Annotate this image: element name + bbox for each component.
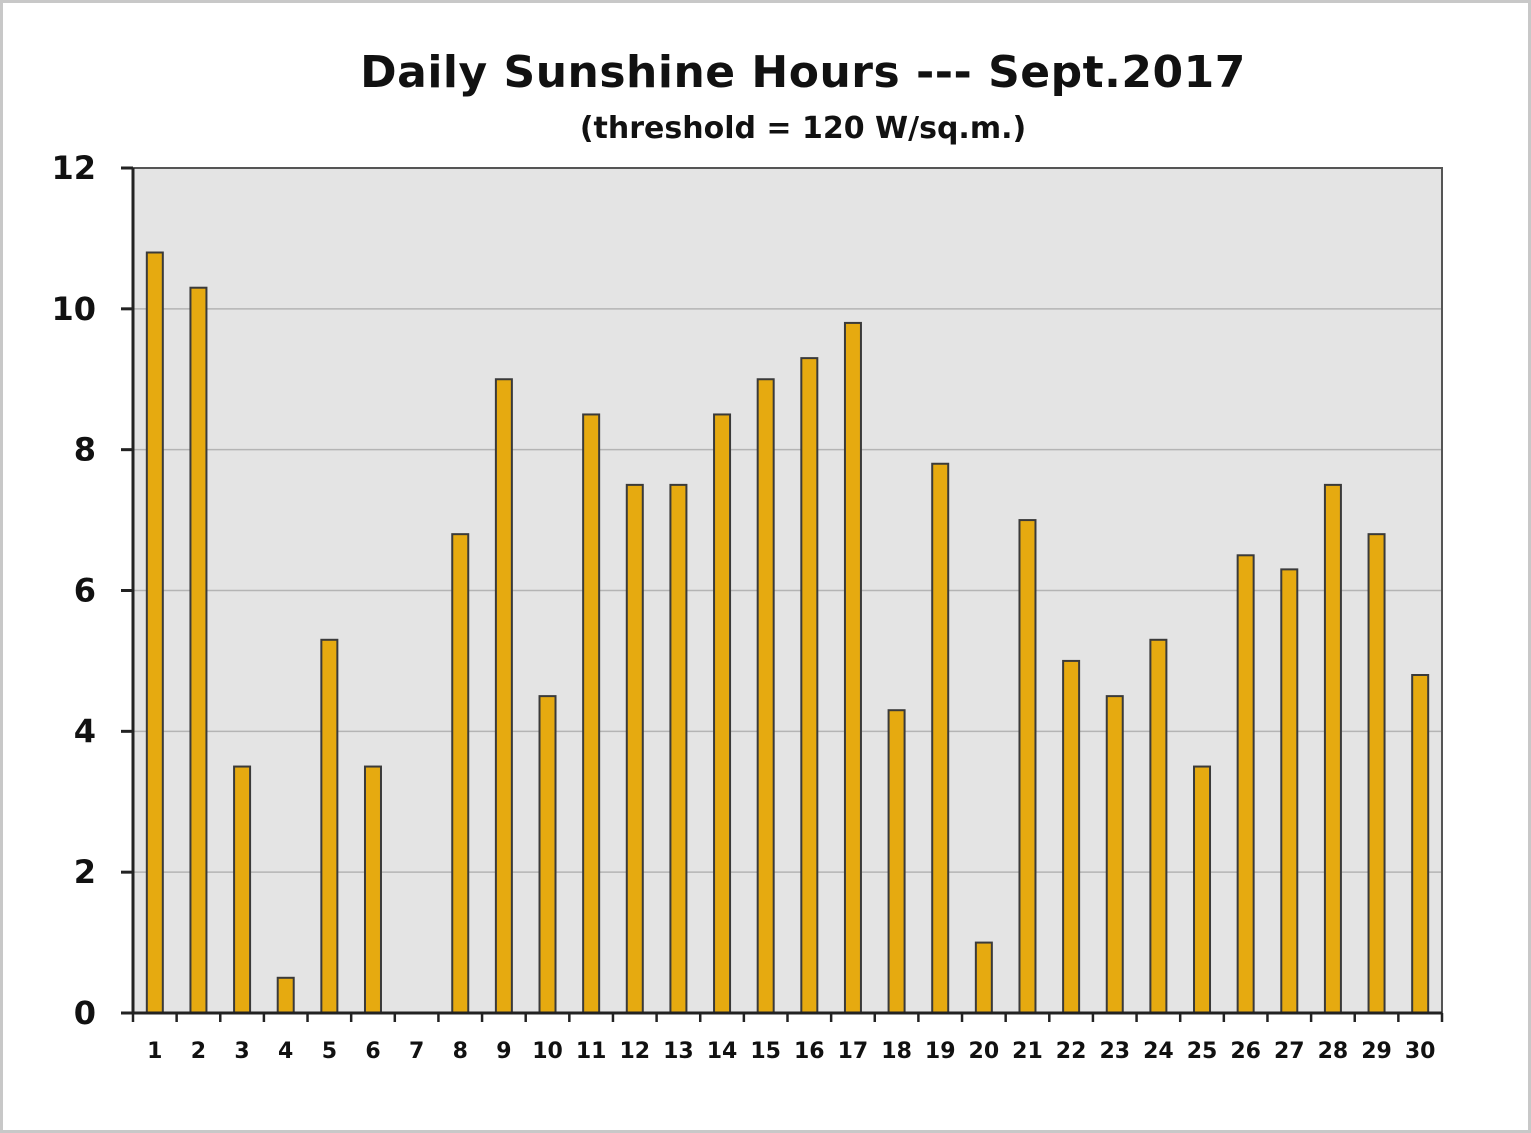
x-tick-label: 18 <box>881 1039 912 1064</box>
y-tick-label: 10 <box>51 290 96 328</box>
bar-day-16 <box>800 357 819 1014</box>
chart-title: Daily Sunshine Hours --- Sept.2017 <box>360 47 1246 98</box>
chart-subtitle: (threshold = 120 W/sq.m.) <box>579 111 1027 146</box>
bar-day-26 <box>1236 554 1255 1015</box>
x-tick-label: 22 <box>1056 1039 1087 1064</box>
x-tick-label: 20 <box>969 1039 1000 1064</box>
x-tick-label: 29 <box>1361 1039 1392 1064</box>
bars <box>145 251 1430 1015</box>
bar-day-1 <box>145 251 164 1014</box>
y-tick-labels: 0 2 4 6 8 10 12 <box>51 149 96 1032</box>
x-tick-label: 12 <box>619 1039 650 1064</box>
x-tick-label: 21 <box>1012 1039 1043 1064</box>
y-tick-label: 12 <box>51 149 96 187</box>
x-tick-labels: 1 2 3 4 5 6 7 8 9 10 11 12 13 14 15 16 17 18 19 20 21 22 23 24 2… <box>147 1039 1435 1064</box>
axes <box>121 166 1444 1022</box>
y-tick-label: 2 <box>74 853 96 891</box>
x-tick-label: 10 <box>532 1039 563 1064</box>
bar-day-17 <box>843 321 862 1014</box>
x-tick-label: 11 <box>576 1039 607 1064</box>
bar-day-6 <box>363 765 382 1015</box>
x-tick-label: 2 <box>191 1039 206 1064</box>
x-tick-label: 30 <box>1405 1039 1436 1064</box>
x-tick-label: 14 <box>707 1039 738 1064</box>
x-tick-label: 8 <box>453 1039 468 1064</box>
x-tick-label: 27 <box>1274 1039 1305 1064</box>
bar-day-8 <box>451 533 470 1015</box>
bar-day-18 <box>887 709 906 1014</box>
x-tick-label: 13 <box>663 1039 694 1064</box>
x-tick-label: 7 <box>409 1039 424 1064</box>
bar-day-30 <box>1411 674 1430 1014</box>
bar-day-3 <box>233 765 252 1015</box>
y-tick-label: 0 <box>74 994 96 1032</box>
bar-day-2 <box>189 286 208 1015</box>
bar-day-15 <box>756 378 775 1014</box>
y-tick-label: 4 <box>74 712 96 750</box>
x-tick-label: 15 <box>750 1039 781 1064</box>
bar-day-4 <box>276 976 295 1015</box>
x-tick-label: 24 <box>1143 1039 1174 1064</box>
x-tick-label: 9 <box>496 1039 511 1064</box>
x-tick-label: 5 <box>322 1039 337 1064</box>
bar-day-19 <box>931 462 950 1014</box>
bar-day-23 <box>1105 695 1124 1014</box>
bar-day-5 <box>320 638 339 1015</box>
bar-day-29 <box>1367 533 1386 1015</box>
y-tick-label: 8 <box>74 431 96 469</box>
bar-day-12 <box>625 483 644 1014</box>
bar-day-21 <box>1018 519 1037 1014</box>
x-tick-label: 26 <box>1230 1039 1261 1064</box>
x-tick-label: 3 <box>234 1039 249 1064</box>
bar-day-22 <box>1062 659 1081 1015</box>
bar-day-14 <box>713 413 732 1015</box>
x-tick-label: 6 <box>365 1039 380 1064</box>
bar-day-27 <box>1280 568 1299 1014</box>
bar-day-11 <box>582 413 601 1015</box>
x-tick-label: 28 <box>1318 1039 1349 1064</box>
x-tick-label: 19 <box>925 1039 956 1064</box>
x-tick-label: 4 <box>278 1039 293 1064</box>
x-tick-label: 25 <box>1187 1039 1218 1064</box>
x-tick-label: 17 <box>838 1039 869 1064</box>
x-tick-label: 1 <box>147 1039 162 1064</box>
x-tick-label: 23 <box>1099 1039 1130 1064</box>
bar-day-10 <box>538 695 557 1014</box>
bar-day-28 <box>1323 483 1342 1014</box>
bar-day-13 <box>669 483 688 1014</box>
bar-day-9 <box>494 378 513 1014</box>
bar-day-24 <box>1149 638 1168 1015</box>
bar-day-20 <box>974 941 993 1014</box>
y-tick-label: 6 <box>74 572 96 610</box>
x-tick-label: 16 <box>794 1039 825 1064</box>
bar-day-25 <box>1193 765 1212 1015</box>
